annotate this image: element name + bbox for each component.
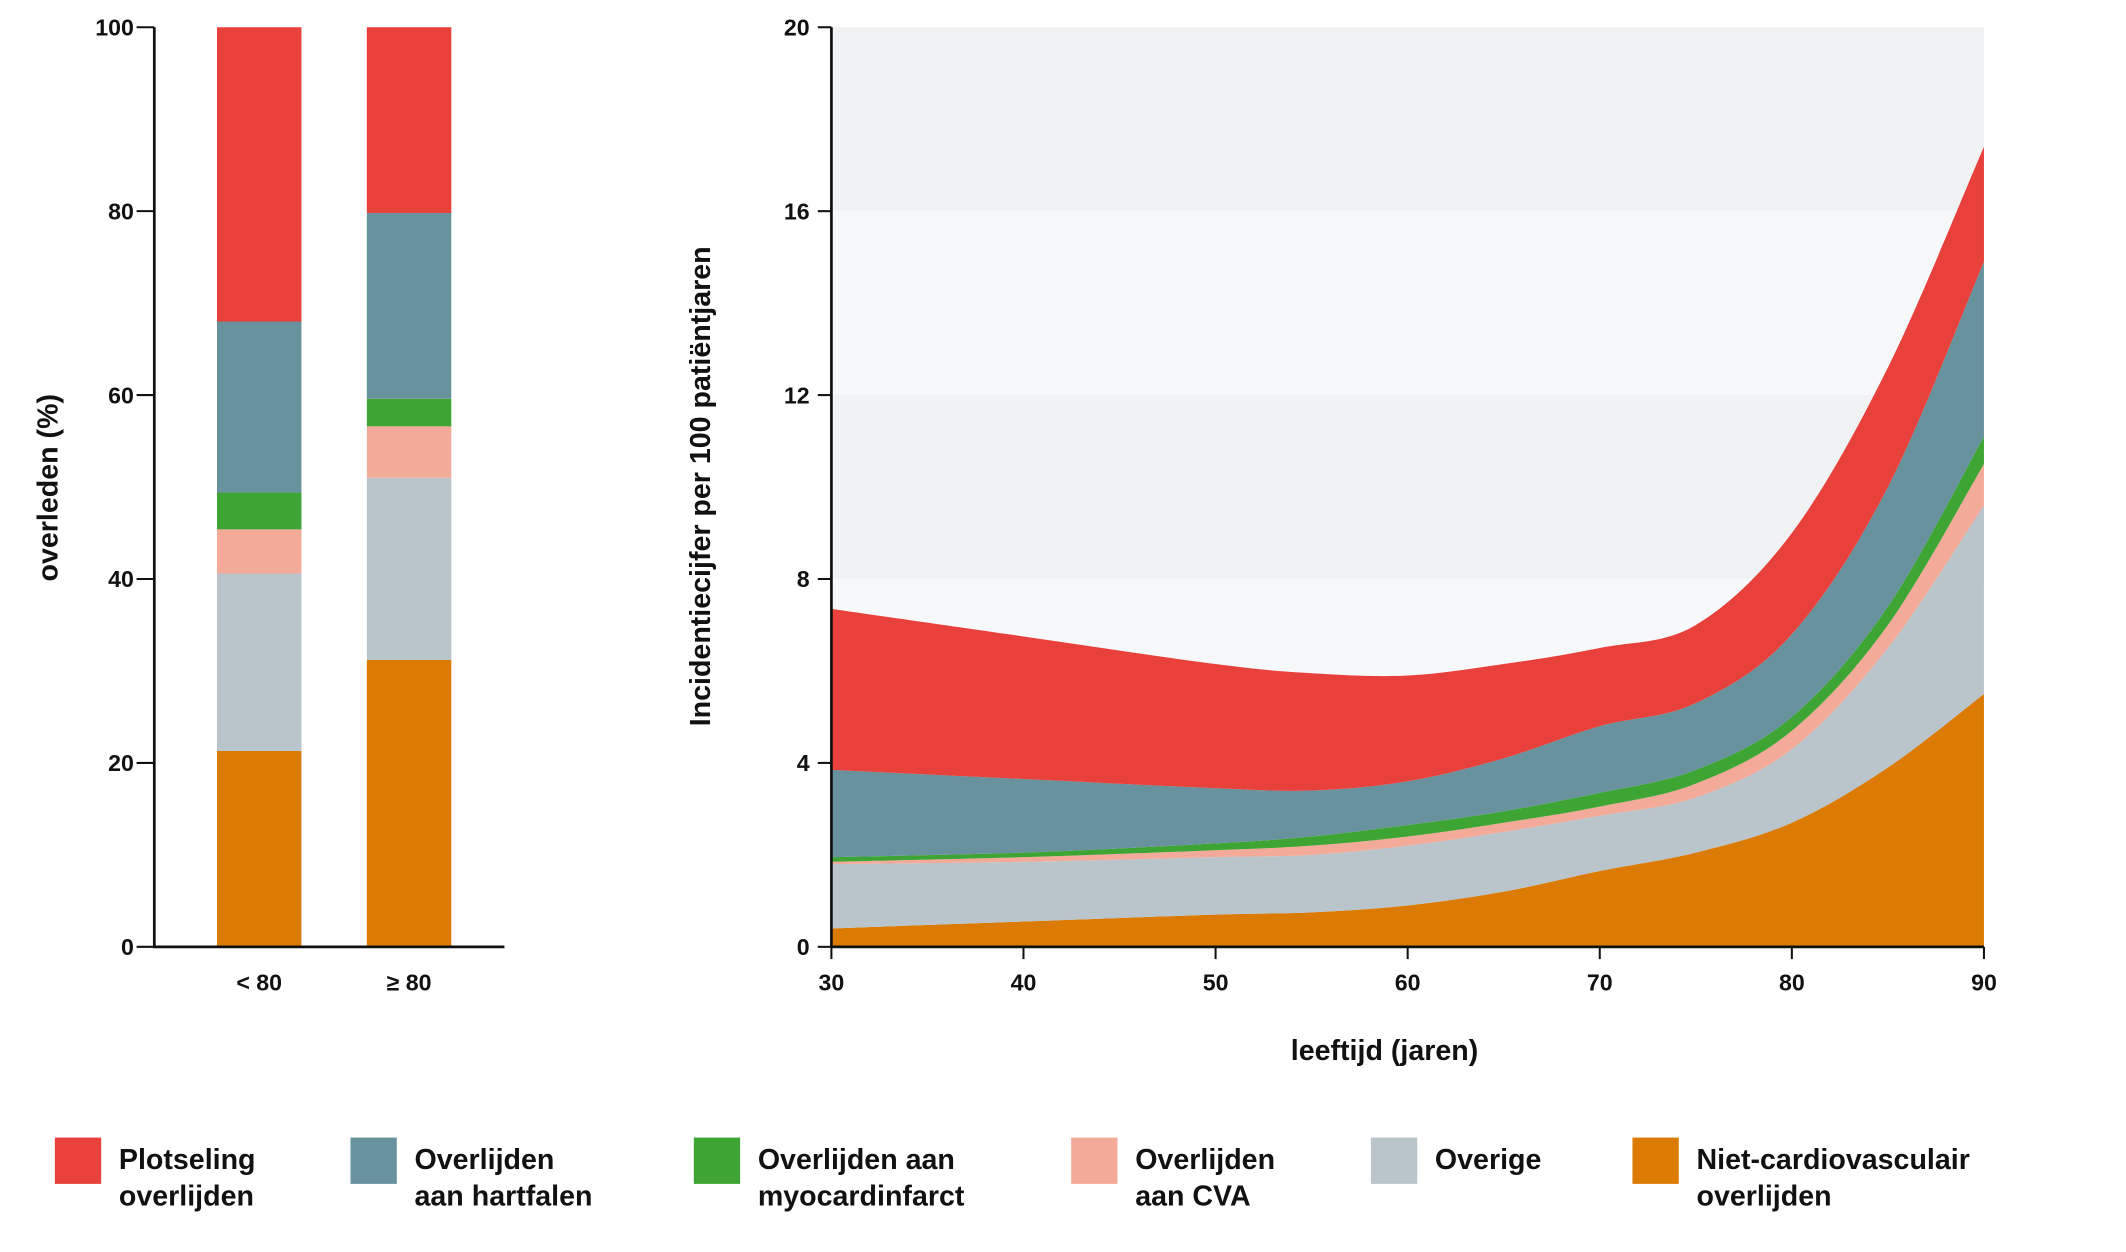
y-tick-label: 80: [108, 198, 134, 224]
x-tick-label: 60: [1395, 969, 1421, 995]
y-tick-label: 20: [108, 750, 134, 776]
x-tick-label: 40: [1011, 969, 1037, 995]
bar-segment-other: [366, 477, 452, 660]
legend-item-sudden: Plotseling overlijden: [54, 1137, 256, 1213]
area-other: [831, 505, 1984, 929]
legend-label-line2: overlijden: [119, 1181, 254, 1213]
area-y-axis-label: Incidentiecijfer per 100 patiëntjaren: [685, 246, 717, 726]
y-tick-label: 0: [121, 934, 134, 960]
background-band: [831, 27, 1984, 212]
legend-swatch: [693, 1137, 741, 1184]
area-x-axis-label: leeftijd (jaren): [1291, 1035, 1478, 1067]
bar-segment-heart_failure: [366, 213, 452, 399]
legend-item-non_cv: Niet-cardiovasculair overlijden: [1632, 1137, 1970, 1213]
legend-label-line1: Niet-cardiovasculair: [1696, 1144, 1969, 1176]
x-tick-label: 70: [1587, 969, 1613, 995]
legend-label-line1: Overige: [1435, 1144, 1542, 1176]
x-tick-label: 80: [1779, 969, 1805, 995]
y-tick-label: 12: [784, 382, 810, 408]
bar-y-axis-label: overleden (%): [33, 394, 65, 582]
y-tick-label: 4: [797, 750, 810, 776]
legend-swatch: [1632, 1137, 1679, 1184]
y-tick-label: 16: [784, 198, 810, 224]
y-tick-label: 20: [784, 14, 810, 40]
legend-swatch: [54, 1137, 102, 1184]
legend-label-line1: Overlijden: [415, 1144, 555, 1176]
area-heart_failure: [831, 261, 1984, 858]
legend-swatch: [350, 1137, 397, 1184]
bar-segment-cva: [366, 426, 452, 478]
y-tick-label: 40: [108, 566, 134, 592]
bar-segment-heart_failure: [216, 321, 302, 493]
x-tick-label: ≥ 80: [387, 969, 432, 995]
legend-item-other: Overige: [1370, 1137, 1542, 1184]
bar-segment-sudden: [216, 27, 302, 322]
x-tick-label: 50: [1203, 969, 1229, 995]
bar-segment-mi: [366, 398, 452, 427]
bar-segment-sudden: [366, 27, 452, 214]
stacked-bar-chart: < 80 ≥ 80 0 20 40 60 80 100: [95, 14, 505, 995]
stacked-area-chart: 0 4 8 12 16 20 30 40 50 60 70 80 90: [784, 14, 1997, 995]
legend-label-line2: myocardinfarct: [758, 1181, 965, 1213]
x-tick-label: < 80: [236, 969, 282, 995]
background-band: [831, 211, 1984, 396]
legend-label-line2: aan hartfalen: [415, 1181, 593, 1213]
bar-segment-non_cv: [366, 659, 452, 947]
legend-swatch: [1370, 1137, 1418, 1184]
legend-item-cva: Overlijden aan CVA: [1071, 1137, 1275, 1213]
legend-label-line2: overlijden: [1696, 1181, 1831, 1213]
legend-label-line2: aan CVA: [1135, 1181, 1250, 1213]
legend-item-mi: Overlijden aan myocardinfarct: [693, 1137, 965, 1213]
legend-label-line1: Overlijden aan: [758, 1144, 955, 1176]
area-sudden: [831, 146, 1984, 791]
bar-segment-non_cv: [216, 750, 302, 947]
legend-item-heart_failure: Overlijden aan hartfalen: [350, 1137, 593, 1213]
bar-segment-cva: [216, 529, 302, 574]
x-tick-label: 90: [1971, 969, 1997, 995]
legend-label-line1: Plotseling: [119, 1144, 256, 1176]
legend: Plotseling overlijden Overlijden aan hartfa…: [54, 1137, 1970, 1213]
legend-label-line1: Overlijden: [1135, 1144, 1275, 1176]
y-tick-label: 0: [797, 934, 810, 960]
x-tick-label: 30: [819, 969, 845, 995]
area-non_cv: [831, 693, 1984, 947]
bar-segment-mi: [216, 492, 302, 530]
y-tick-label: 8: [797, 566, 810, 592]
y-tick-label: 100: [95, 14, 134, 40]
y-tick-label: 60: [108, 382, 134, 408]
legend-swatch: [1071, 1137, 1118, 1184]
bar-segment-other: [216, 573, 302, 751]
